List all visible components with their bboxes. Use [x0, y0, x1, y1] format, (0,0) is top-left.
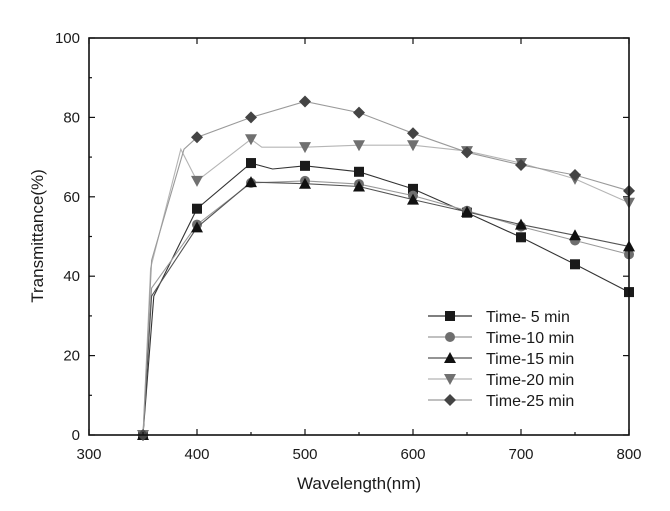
data-point [191, 175, 203, 187]
legend-label: Time-25 min [486, 393, 574, 410]
legend-marker [444, 394, 456, 406]
data-point [299, 142, 311, 154]
data-point [515, 159, 527, 172]
series-5 [137, 95, 635, 441]
data-point [353, 140, 365, 152]
data-point [245, 176, 257, 188]
data-point [569, 229, 581, 241]
legend-marker [444, 352, 456, 363]
x-axis-title: Wavelength(nm) [297, 474, 421, 493]
x-tick-label: 800 [616, 446, 641, 463]
data-point [461, 205, 473, 217]
y-tick-label: 20 [63, 348, 80, 365]
data-point [569, 168, 581, 181]
legend: Time- 5 min Time-10 min Time-15 min Time-20… [428, 309, 574, 410]
x-tick-label: 500 [292, 446, 317, 463]
data-point [245, 134, 257, 146]
y-tick-label: 40 [63, 268, 80, 285]
data-point [407, 127, 419, 140]
y-axis-title: Transmittance(%) [28, 169, 47, 303]
axes-layer: 300 400 500 600 700 800 0 20 40 60 80 100 [55, 30, 642, 463]
legend-label: Time-20 min [486, 372, 574, 389]
legend-item: Time-10 min [428, 330, 574, 347]
series-line-5 [142, 100, 630, 436]
x-tick-label: 400 [184, 446, 209, 463]
data-point [516, 232, 526, 243]
data-point [461, 146, 473, 159]
legend-label: Time-15 min [486, 351, 574, 368]
series-layer [137, 95, 635, 441]
legend-label: Time-10 min [486, 330, 574, 347]
data-point [299, 95, 311, 108]
x-tick-label: 700 [508, 446, 533, 463]
data-point [353, 106, 365, 119]
data-point [245, 111, 257, 124]
data-point [353, 180, 365, 192]
legend-item: Time-15 min [428, 351, 574, 368]
series-line-4 [142, 138, 630, 436]
data-point [515, 218, 527, 230]
x-tick-label: 600 [400, 446, 425, 463]
legend-marker [445, 311, 455, 321]
data-point [192, 203, 202, 214]
y-tick-label: 100 [55, 30, 80, 47]
legend-marker [444, 374, 456, 385]
data-point [408, 183, 418, 194]
legend-label: Time- 5 min [486, 309, 570, 326]
legend-item: Time- 5 min [428, 309, 570, 326]
legend-item: Time-20 min [428, 372, 574, 389]
data-point [246, 158, 256, 169]
data-point [191, 221, 203, 233]
data-point [407, 140, 419, 152]
data-point [354, 166, 364, 177]
x-tick-label: 300 [76, 446, 101, 463]
data-point [570, 259, 580, 270]
legend-marker [445, 332, 455, 342]
y-tick-label: 80 [63, 109, 80, 126]
data-point [407, 193, 419, 205]
data-point [300, 160, 310, 171]
series-line-1 [142, 162, 630, 436]
data-point [299, 177, 311, 189]
legend-item: Time-25 min [428, 393, 574, 410]
data-point [191, 131, 203, 144]
y-tick-label: 60 [63, 189, 80, 206]
y-tick-label: 0 [72, 427, 80, 444]
